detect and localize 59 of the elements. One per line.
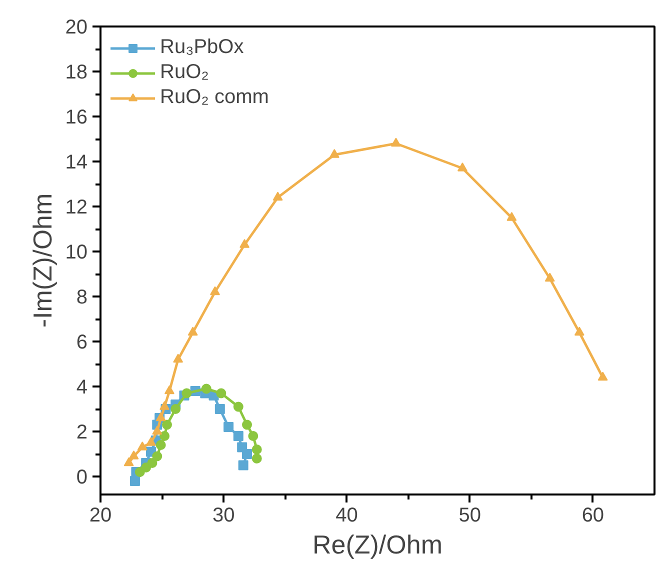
y-tick-label: 10 — [65, 242, 88, 264]
y-tick-label: 18 — [65, 62, 88, 84]
point — [252, 454, 262, 464]
point — [224, 422, 234, 432]
point — [390, 138, 401, 147]
point — [170, 404, 181, 414]
x-tick-label: 40 — [336, 504, 358, 526]
point — [124, 457, 134, 466]
y-tick-label: 14 — [65, 152, 88, 174]
y-axis-title: -Im(Z)/Ohm — [27, 193, 58, 328]
x-tick-label: 50 — [458, 504, 481, 526]
point — [544, 272, 555, 282]
point — [201, 384, 212, 394]
y-tick-label: 16 — [65, 106, 88, 128]
point — [152, 426, 162, 435]
x-axis-title: Re(Z)/Ohm — [312, 530, 442, 560]
x-tick-label: 60 — [582, 504, 604, 526]
point — [329, 149, 340, 158]
point — [598, 372, 608, 381]
point — [252, 444, 262, 454]
point — [147, 458, 158, 468]
legend-label: RuO₂ — [160, 61, 209, 84]
point — [182, 388, 192, 398]
point — [152, 451, 162, 462]
legend-label: RuO₂ comm — [160, 86, 269, 109]
point — [162, 420, 172, 430]
y-tick-label: 4 — [76, 376, 88, 398]
point — [233, 402, 244, 412]
x-tick-label: 30 — [212, 504, 235, 526]
point — [240, 239, 250, 248]
point — [457, 162, 468, 172]
point — [173, 354, 184, 363]
y-tick-label: 20 — [65, 16, 88, 38]
point — [272, 192, 283, 201]
legend-label: Ru₃PbOx — [160, 36, 244, 59]
point — [188, 326, 198, 336]
point — [130, 476, 140, 486]
point — [210, 286, 220, 296]
point — [233, 431, 244, 441]
point — [156, 440, 166, 450]
point — [216, 388, 226, 398]
y-tick-label: 2 — [76, 422, 88, 444]
point — [214, 404, 225, 414]
point — [128, 450, 139, 460]
point — [506, 212, 517, 221]
point — [164, 385, 174, 394]
point — [146, 437, 156, 446]
y-tick-label: 6 — [76, 332, 88, 354]
point — [137, 442, 148, 450]
y-tick-label: 12 — [65, 196, 88, 218]
point — [238, 460, 248, 470]
point — [248, 431, 258, 441]
point — [242, 420, 252, 430]
point — [574, 326, 584, 336]
point — [160, 401, 170, 410]
point — [242, 449, 252, 459]
y-tick-label: 0 — [76, 466, 88, 488]
y-tick-label: 8 — [76, 286, 88, 308]
point — [160, 431, 170, 441]
